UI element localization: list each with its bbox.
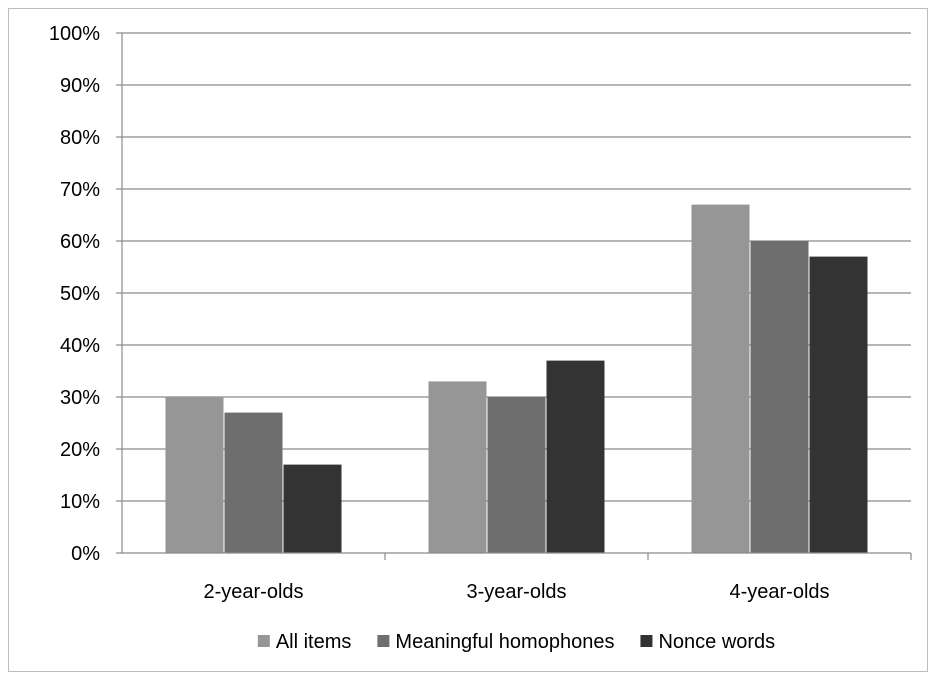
y-tick-label: 20% — [60, 439, 100, 461]
x-tick-label: 4-year-olds — [729, 581, 829, 603]
legend-item: Meaningful homophones — [377, 631, 614, 653]
bar — [428, 381, 487, 553]
legend-swatch — [257, 635, 270, 647]
legend-label: All items — [276, 631, 352, 653]
y-tick-label: 100% — [49, 23, 100, 45]
bar — [809, 256, 868, 553]
bar — [750, 241, 809, 553]
legend-swatch — [377, 635, 390, 647]
bars — [165, 204, 868, 553]
y-tick-label: 80% — [60, 127, 100, 149]
y-tick-label: 40% — [60, 335, 100, 357]
legend-swatch — [640, 635, 653, 647]
legend: All items Meaningful homophones Nonce word… — [257, 631, 775, 653]
y-tick-label: 70% — [60, 179, 100, 201]
legend-item: All items — [257, 631, 352, 653]
x-tick-label: 2-year-olds — [203, 581, 303, 603]
x-tick-label: 3-year-olds — [466, 581, 566, 603]
bar — [546, 360, 605, 553]
axes — [121, 33, 912, 560]
y-tick-label: 10% — [60, 491, 100, 513]
y-tick-label: 90% — [60, 75, 100, 97]
legend-label: Meaningful homophones — [395, 631, 614, 653]
bar — [691, 204, 750, 553]
y-tick-label: 0% — [71, 543, 100, 565]
y-tick-label: 60% — [60, 231, 100, 253]
bar — [487, 397, 546, 553]
bar — [224, 412, 283, 553]
bar — [283, 464, 342, 553]
y-tick-label: 50% — [60, 283, 100, 305]
bar — [165, 397, 224, 553]
y-axis-ticks: 0% 10% 20% 30% 40% 50% 60% 70% 80% 90% 100% — [49, 23, 122, 565]
y-tick-label: 30% — [60, 387, 100, 409]
legend-label: Nonce words — [658, 631, 775, 653]
legend-item: Nonce words — [640, 631, 775, 653]
x-axis-categories: 2-year-olds 3-year-olds 4-year-olds — [203, 581, 829, 603]
